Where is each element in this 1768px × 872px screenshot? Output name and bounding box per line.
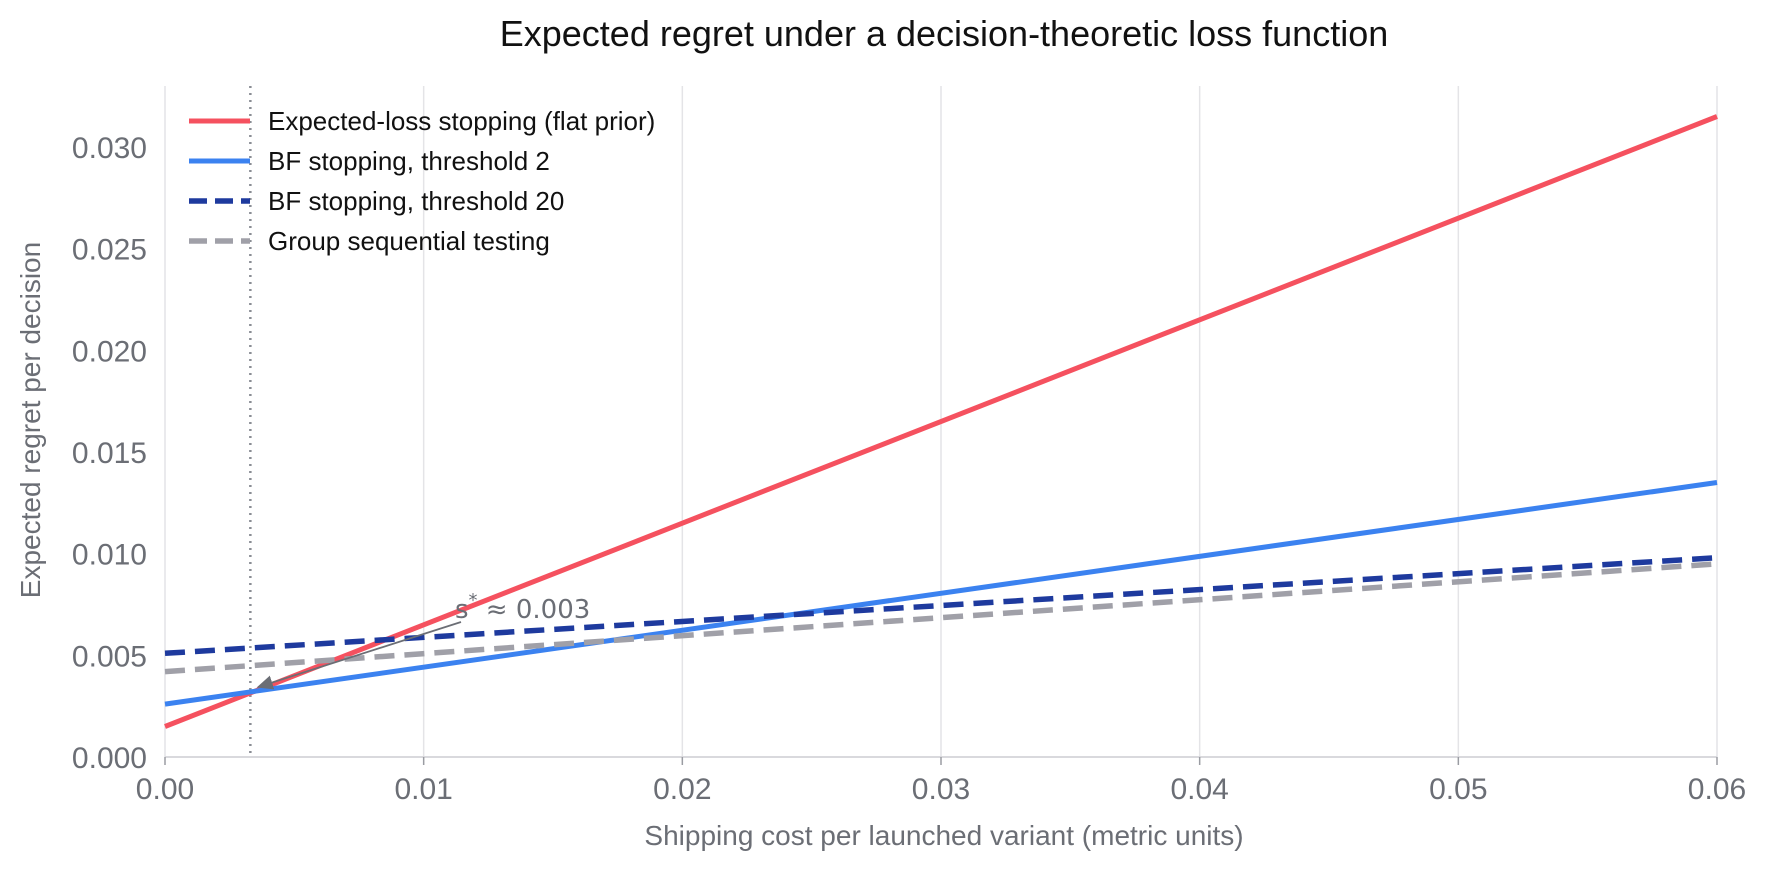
x-tick-label: 0.00 (136, 773, 194, 806)
legend-label: BF stopping, threshold 20 (268, 186, 564, 216)
annotation-label: s* ≈ 0.003 (455, 590, 590, 625)
y-tick-label: 0.020 (72, 335, 147, 368)
x-tick-label: 0.02 (653, 773, 711, 806)
y-tick-label: 0.005 (72, 640, 147, 673)
annotation: s* ≈ 0.003 (256, 590, 590, 690)
y-tick-label: 0.025 (72, 234, 147, 267)
series-line-4 (164, 561, 1718, 675)
y-tick-label: 0.010 (72, 539, 147, 572)
legend-label: Expected-loss stopping (flat prior) (268, 106, 655, 136)
y-axis-ticks: 0.000 0.005 0.010 0.015 0.020 0.025 0.030 (72, 132, 147, 775)
y-tick-label: 0.015 (72, 437, 147, 470)
y-tick-label: 0.030 (72, 132, 147, 165)
y-axis-label: Expected regret per decision (15, 242, 46, 598)
x-tick-label: 0.04 (1170, 773, 1228, 806)
legend: Expected-loss stopping (flat prior) BF st… (189, 106, 655, 256)
x-tick-label: 0.05 (1429, 773, 1487, 806)
series-lines (164, 114, 1718, 729)
y-tick-label: 0.000 (72, 742, 147, 775)
x-tick-label: 0.06 (1688, 773, 1746, 806)
chart-title: Expected regret under a decision-theoret… (500, 13, 1389, 54)
x-axis-ticks: 0.00 0.01 0.02 0.03 0.04 0.05 0.06 (136, 757, 1746, 806)
series-line-2 (164, 480, 1718, 707)
legend-label: Group sequential testing (268, 226, 550, 256)
annotation-arrow (256, 621, 462, 690)
series-line-3 (164, 554, 1718, 657)
x-axis-label: Shipping cost per launched variant (metr… (644, 820, 1243, 851)
legend-label: BF stopping, threshold 2 (268, 146, 550, 176)
series-line-1 (164, 114, 1718, 729)
x-tick-label: 0.03 (912, 773, 970, 806)
x-tick-label: 0.01 (394, 773, 452, 806)
